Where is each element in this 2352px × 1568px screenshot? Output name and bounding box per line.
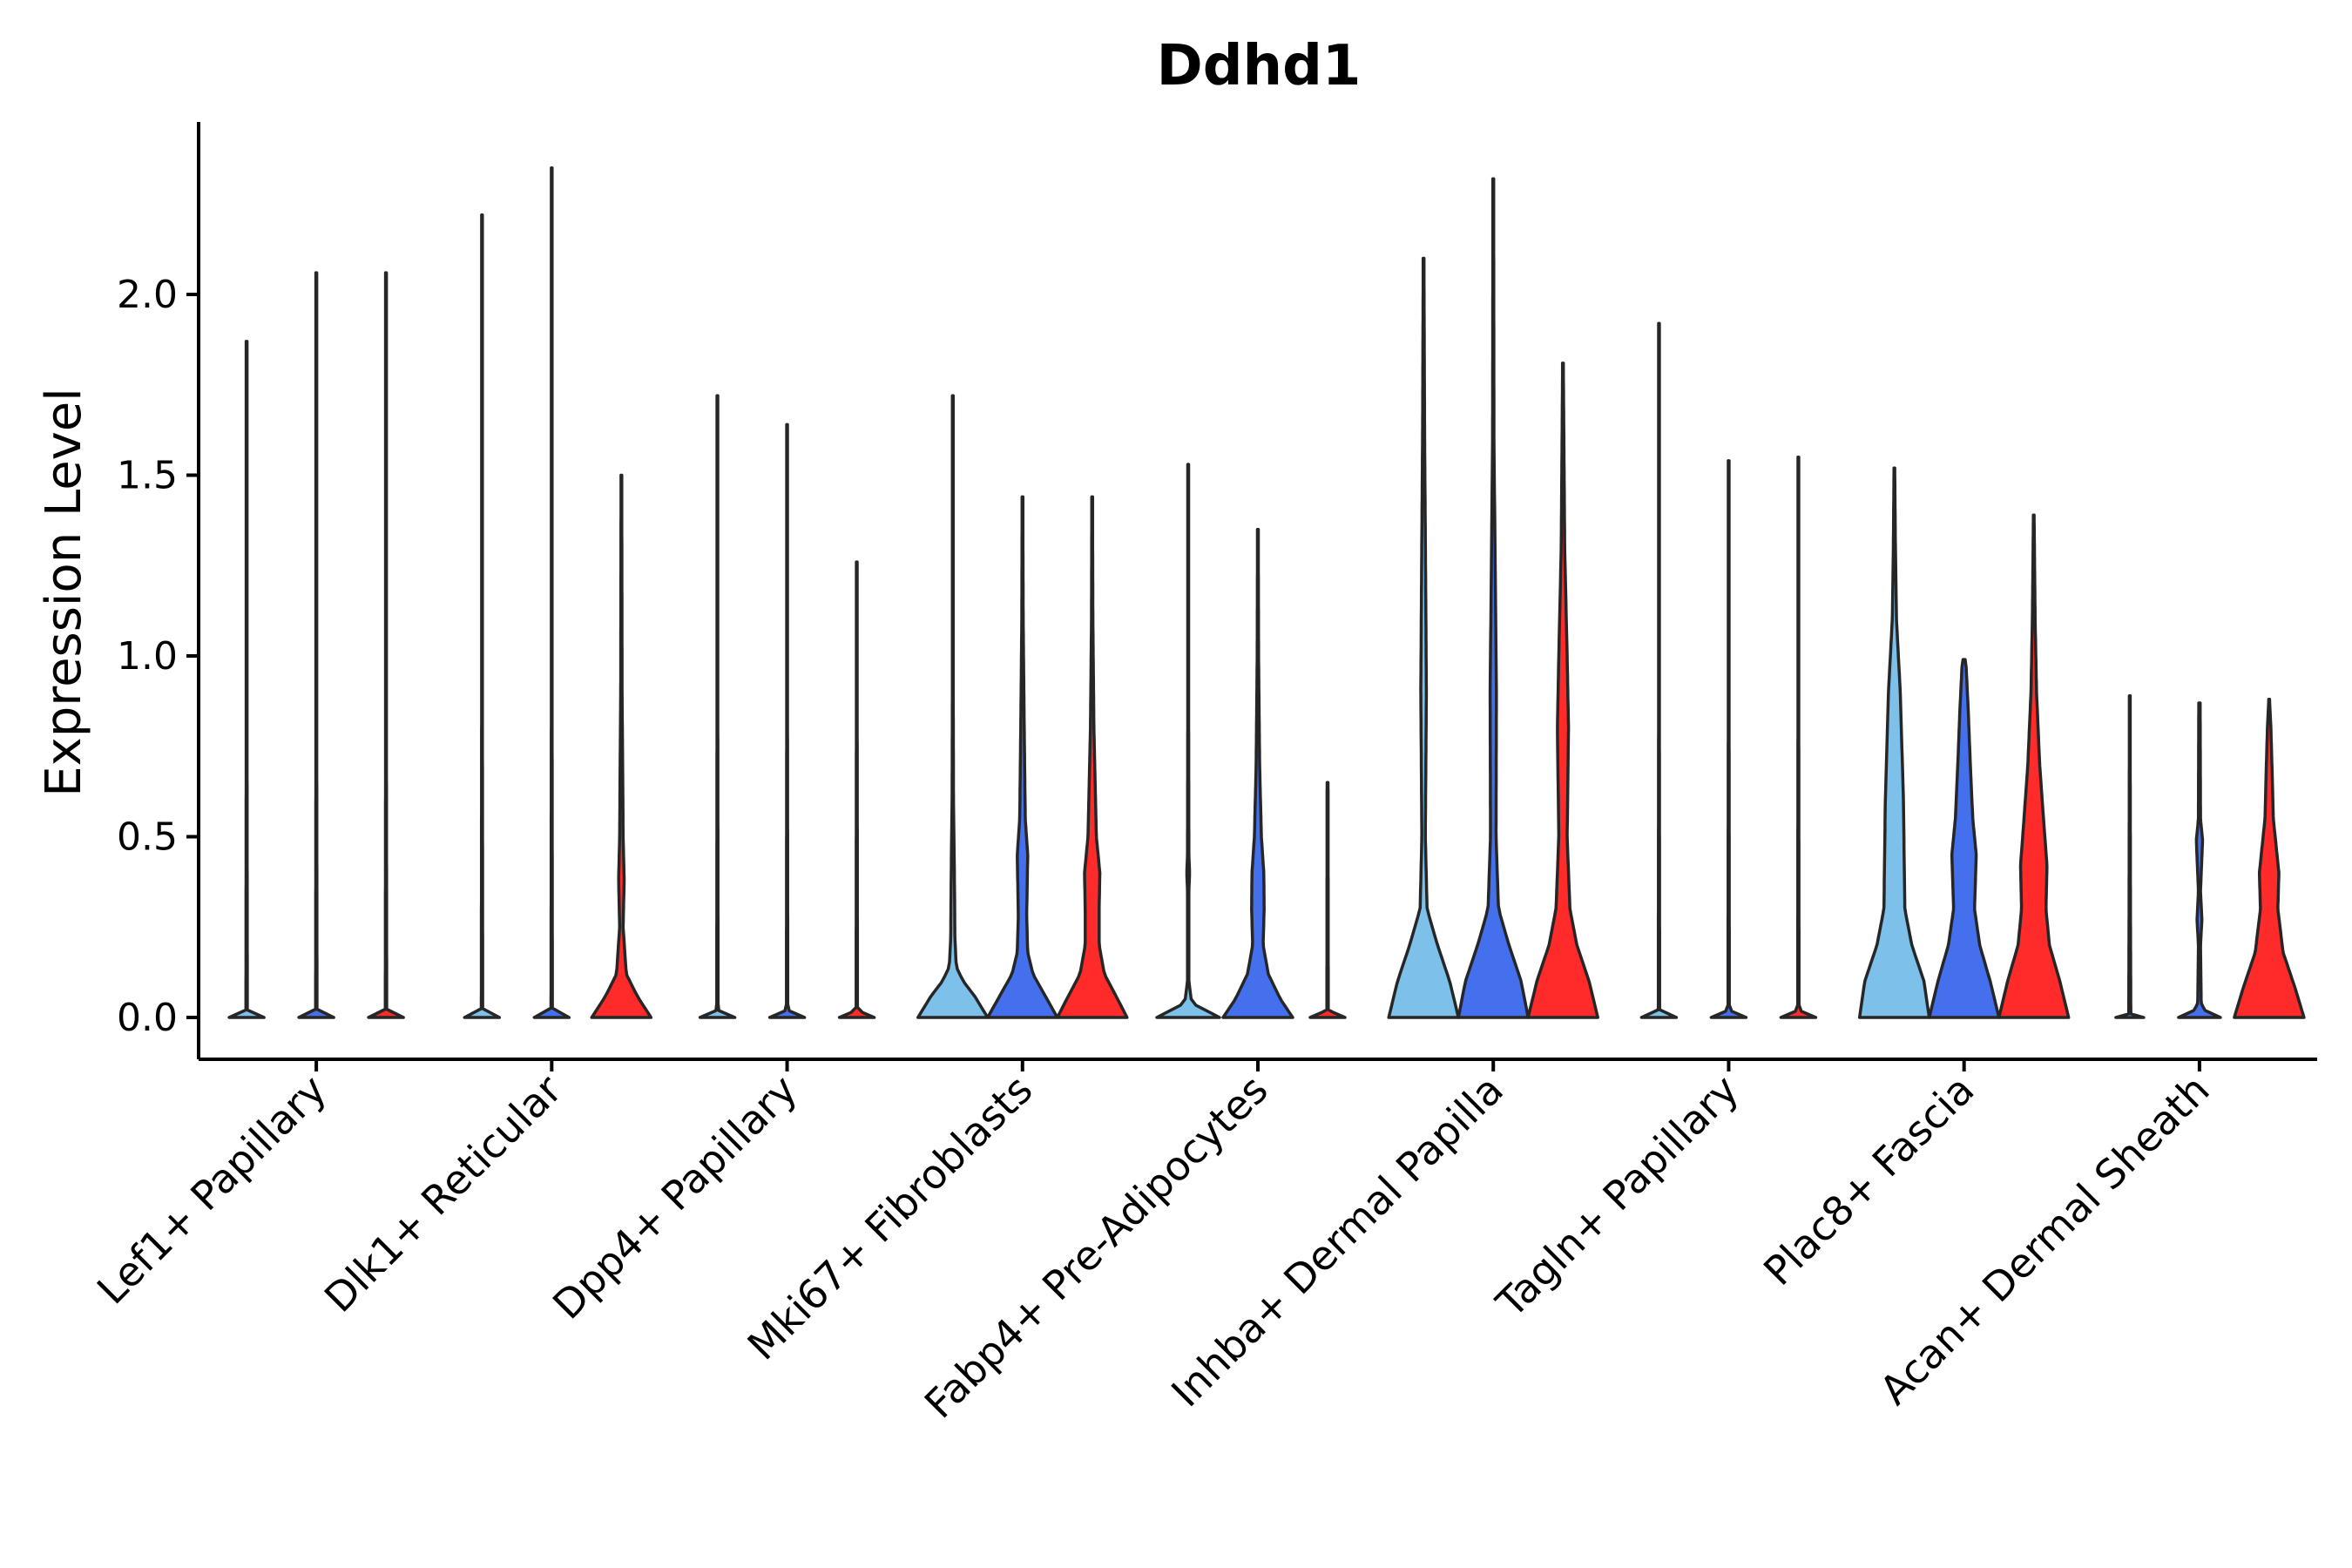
x-tick-label: Tagln+ Papillary (1487, 1066, 1748, 1328)
violin (1456, 177, 1530, 1019)
violin (1639, 321, 1679, 1019)
violin (367, 271, 405, 1019)
violin (2177, 701, 2222, 1019)
violin (1308, 781, 1347, 1019)
y-tick-label: 0.5 (117, 815, 178, 860)
violin (698, 394, 737, 1019)
violin (1526, 362, 1599, 1019)
category-group (1639, 321, 1818, 1019)
violin (1779, 456, 1818, 1019)
plot-area (227, 166, 2306, 1019)
violin (463, 213, 502, 1019)
violin (532, 166, 571, 1019)
violin (2233, 698, 2306, 1019)
x-tick-label: Lef1+ Papillary (88, 1066, 335, 1314)
y-tick-label: 1.0 (117, 634, 178, 679)
violin (1857, 466, 1931, 1019)
category-group (463, 166, 653, 1019)
violin (227, 340, 266, 1019)
chart-title: Ddhd1 (1157, 34, 1362, 98)
y-tick-label: 0.0 (117, 996, 178, 1040)
violin (590, 473, 653, 1019)
y-axis-label: Expression Level (36, 388, 92, 797)
violin (1221, 528, 1294, 1019)
category-group (698, 394, 876, 1019)
violin (767, 422, 807, 1019)
violin (2114, 693, 2146, 1019)
category-group (1387, 177, 1599, 1019)
x-tick-label: Dpp4+ Papillary (544, 1066, 806, 1328)
violin (297, 271, 335, 1019)
violin (837, 560, 876, 1019)
category-group (2114, 693, 2306, 1019)
violin (1387, 256, 1460, 1019)
violin (1997, 513, 2071, 1019)
y-axis: 0.0 0.5 1.0 1.5 2.0 (117, 122, 200, 1059)
violin (1056, 495, 1129, 1019)
category-group (1155, 463, 1347, 1019)
x-tick-label: Dlk1+ Reticular (315, 1066, 571, 1321)
category-group (227, 271, 405, 1019)
violin (986, 495, 1059, 1019)
violin (1927, 658, 2001, 1019)
category-group (1857, 466, 2071, 1019)
y-tick-label: 2.0 (117, 273, 178, 317)
category-group (916, 394, 1129, 1019)
violin (1155, 463, 1221, 1019)
y-tick-label: 1.5 (117, 454, 178, 498)
x-tick-label: Plac8+ Fascia (1754, 1066, 1983, 1294)
violin (1709, 459, 1748, 1019)
violin (916, 394, 990, 1019)
